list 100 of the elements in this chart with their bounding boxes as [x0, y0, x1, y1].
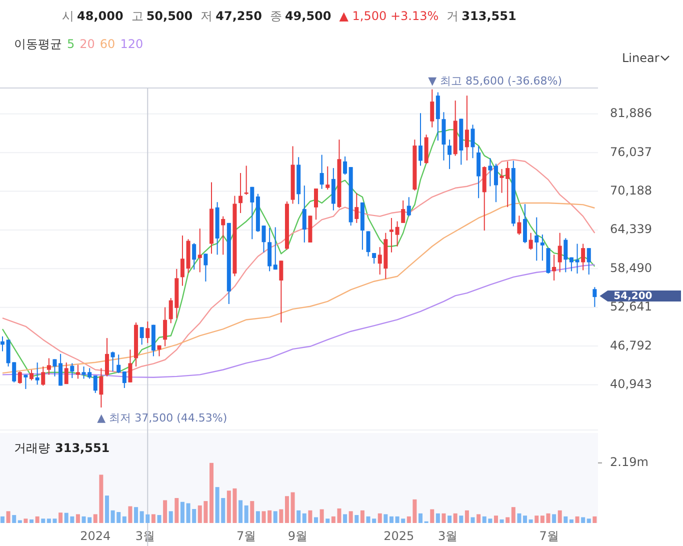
bar — [343, 514, 348, 523]
bar — [592, 516, 597, 523]
candlestick — [302, 185, 306, 243]
bar — [308, 510, 312, 523]
bar — [104, 496, 109, 523]
candlestick — [41, 366, 46, 386]
candlestick — [581, 243, 586, 271]
bar — [0, 516, 4, 523]
candlestick — [448, 139, 452, 170]
bar — [314, 517, 318, 523]
bar — [151, 514, 156, 523]
candlestick — [64, 362, 68, 385]
x-tick-label: 3월 — [438, 529, 458, 543]
bar — [163, 500, 168, 523]
y-tick-label: 58,490 — [610, 260, 652, 275]
candlestick — [406, 196, 411, 217]
candlestick — [494, 163, 498, 203]
annotation: ▼ 최고 85,600 (-36.68%) — [428, 74, 562, 88]
candlestick — [30, 369, 34, 381]
bar — [569, 519, 574, 523]
annotation: ▲ 최저 37,500 (44.53%) — [97, 412, 228, 425]
x-tick-label: 7월 — [539, 529, 559, 543]
x-tick-label: 9월 — [288, 529, 308, 543]
legend-title: 이동평균 — [14, 37, 62, 51]
candlestick — [540, 234, 544, 262]
candlestick — [18, 370, 22, 384]
candlestick — [140, 326, 144, 346]
bar — [464, 510, 469, 523]
candlestick — [488, 158, 492, 187]
bar — [6, 511, 10, 523]
candlestick — [314, 188, 318, 220]
candlestick — [46, 358, 51, 376]
text: 고 50,500 — [131, 9, 193, 23]
candlestick — [372, 252, 376, 264]
text: Linear — [622, 51, 660, 65]
candlestick — [569, 256, 574, 272]
bar — [552, 514, 556, 523]
y-tick-label: 76,037 — [610, 144, 652, 159]
bar — [41, 518, 46, 523]
bar — [448, 516, 452, 523]
candlestick — [238, 172, 243, 214]
candlestick — [395, 220, 400, 247]
candlestick — [320, 154, 324, 190]
y-tick-label: 40,943 — [610, 377, 652, 392]
bar — [378, 513, 382, 523]
bar — [279, 509, 284, 523]
bar — [500, 519, 504, 523]
bar — [58, 512, 63, 523]
candlestick — [401, 200, 406, 224]
candlestick — [523, 204, 528, 244]
candlestick — [99, 368, 104, 408]
candlestick — [244, 165, 248, 196]
bar — [128, 506, 132, 523]
bar — [24, 518, 28, 523]
candlestick — [24, 374, 28, 390]
y-tick-label: 64,339 — [610, 222, 652, 236]
bar — [511, 507, 516, 523]
bar — [384, 514, 388, 523]
bar — [389, 516, 394, 523]
text: 20 — [80, 37, 95, 51]
bar — [244, 505, 248, 523]
bar — [436, 513, 440, 523]
bar — [296, 510, 301, 523]
candlestick — [366, 230, 370, 257]
bar — [320, 509, 324, 523]
text: 5 — [67, 37, 75, 51]
candlestick — [221, 216, 226, 256]
candlestick — [464, 95, 469, 161]
candlestick — [552, 254, 556, 281]
candlestick — [262, 225, 266, 253]
bar — [476, 514, 481, 523]
bar — [453, 513, 458, 523]
y-tick-label: 81,886 — [610, 106, 652, 120]
candlestick — [558, 232, 562, 273]
bar — [256, 511, 260, 523]
bar — [459, 516, 464, 523]
candlestick — [192, 242, 196, 270]
candlestick — [116, 354, 121, 374]
bar — [284, 496, 289, 523]
candlestick — [180, 235, 184, 286]
candlestick — [476, 146, 481, 199]
candlestick — [76, 364, 80, 380]
bar — [35, 516, 40, 523]
candlestick — [104, 338, 109, 377]
bar — [250, 501, 254, 523]
bar — [575, 516, 580, 523]
bar — [348, 511, 353, 523]
bar — [238, 500, 243, 523]
bar — [523, 516, 528, 523]
candlestick — [343, 156, 348, 176]
bar — [210, 462, 214, 523]
x-tick-label: 2024 — [80, 529, 111, 543]
candlestick — [250, 186, 254, 240]
bar — [290, 492, 295, 523]
text: 저 47,250 — [200, 9, 262, 23]
candlestick — [204, 253, 208, 282]
bar — [558, 510, 562, 523]
candlestick — [564, 238, 568, 273]
candlestick — [279, 260, 284, 324]
text: 거 313,551 — [446, 9, 516, 23]
